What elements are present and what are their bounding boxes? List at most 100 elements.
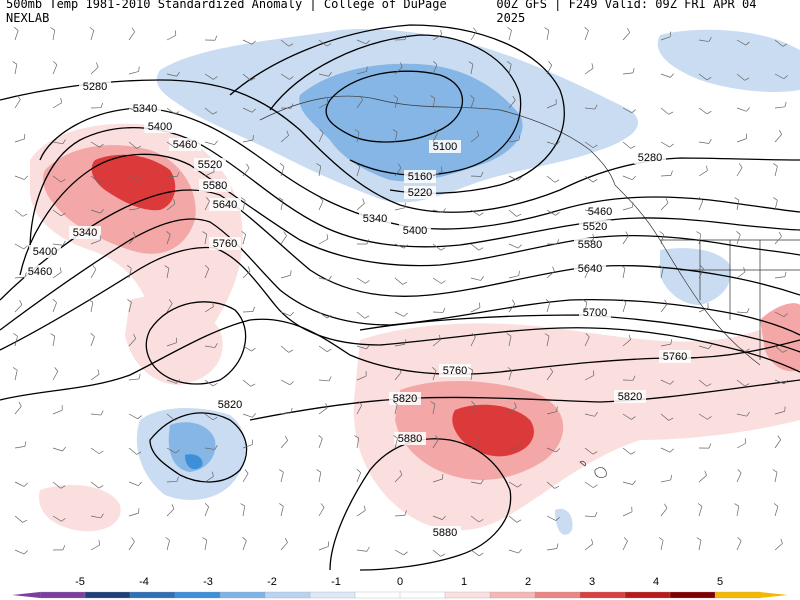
- wind-barb-flag: [328, 376, 332, 382]
- wind-barb: [584, 336, 590, 347]
- legend-color-swatch: [489, 591, 536, 599]
- contour-5700-loop: [145, 301, 247, 385]
- wind-barb-flag: [62, 240, 66, 246]
- wind-barb: [394, 549, 404, 556]
- wind-barb: [584, 141, 594, 149]
- wind-barb-flag: [591, 63, 594, 69]
- wind-barb-flag: [545, 299, 551, 303]
- wind-barb: [128, 512, 139, 517]
- wind-barb-flag: [279, 163, 285, 167]
- wind-barb: [660, 479, 671, 483]
- wind-barb: [52, 64, 58, 75]
- wind-barb: [736, 138, 747, 143]
- wind-barb: [660, 141, 670, 148]
- wind-barb-flag: [593, 370, 595, 376]
- wind-barb-flag: [670, 73, 674, 78]
- contour-label: 5340: [73, 227, 97, 239]
- wind-barb-flag: [468, 367, 473, 371]
- wind-barb-flag: [632, 175, 636, 180]
- wind-barb: [90, 175, 99, 183]
- wind-barb-flag: [556, 140, 560, 146]
- wind-barb-flag: [366, 66, 368, 72]
- wind-barb: [52, 30, 56, 41]
- wind-barb-flag: [518, 270, 520, 276]
- wind-barb: [546, 411, 557, 415]
- wind-barb: [508, 515, 517, 523]
- cold-anomaly-northeast: [657, 29, 800, 92]
- wind-barb: [204, 476, 214, 483]
- wind-barb-flag: [136, 145, 142, 149]
- legend-color-swatch: [579, 591, 626, 599]
- wind-barb: [470, 175, 482, 177]
- wind-barb: [660, 507, 668, 517]
- wind-barb-flag: [97, 369, 100, 375]
- wind-barb-flag: [24, 175, 28, 180]
- wind-barb-flag: [283, 231, 287, 236]
- wind-barb: [204, 200, 210, 211]
- wind-barb: [242, 540, 247, 551]
- contour-label: 5460: [173, 139, 197, 151]
- legend-color-swatch: [174, 591, 221, 599]
- wind-barb-flag: [430, 95, 435, 99]
- wind-barb: [318, 546, 329, 551]
- contour-label: 5400: [403, 225, 427, 237]
- wind-barb-flag: [698, 197, 703, 201]
- wind-barb-flag: [90, 333, 95, 337]
- wind-barb-flag: [132, 231, 136, 237]
- wind-barb: [584, 515, 596, 518]
- wind-barb: [356, 375, 367, 381]
- wind-barb-flag: [22, 519, 28, 523]
- wind-barb: [584, 413, 595, 417]
- wind-barb-flag: [319, 129, 324, 134]
- wind-barb-flag: [665, 198, 669, 204]
- contour-label: 5580: [203, 180, 227, 192]
- wind-barb: [660, 413, 669, 421]
- legend-tick-label: -1: [331, 576, 341, 588]
- wind-barb-flag: [214, 343, 218, 348]
- wind-barb: [508, 243, 519, 249]
- wind-barb: [204, 73, 214, 80]
- wind-barb: [622, 206, 633, 211]
- wind-barb: [128, 268, 132, 279]
- contour-label-bg: [194, 158, 226, 171]
- wind-barb: [622, 235, 629, 245]
- wind-barb-flag: [706, 383, 712, 387]
- wind-barb: [736, 39, 746, 46]
- contour-labels: 5100 5160 5220 5280 5280 5340 5340 5340 5400 5400…: [24, 80, 691, 539]
- wind-barb: [52, 175, 62, 183]
- wind-barb-flag: [319, 197, 324, 202]
- warm-anomaly-central-core: [452, 404, 534, 457]
- wind-barb-flag: [441, 280, 446, 284]
- wind-barb-flag: [659, 231, 664, 235]
- wind-barb: [698, 413, 708, 420]
- wind-barb: [660, 36, 671, 41]
- contour-5820: [149, 379, 800, 483]
- wind-barb: [318, 407, 328, 415]
- wind-barb-flag: [356, 469, 361, 473]
- contour-label: 5640: [213, 199, 237, 211]
- wind-barb-flag: [62, 545, 66, 550]
- wind-barb: [736, 234, 741, 245]
- wind-barb: [280, 472, 284, 483]
- wind-barb-flag: [773, 503, 779, 507]
- wind-barb: [52, 141, 63, 145]
- cold-anomaly-south-max: [185, 454, 203, 470]
- wind-barb: [90, 515, 101, 519]
- wind-barb-flag: [284, 537, 288, 543]
- wind-barb: [432, 64, 438, 75]
- legend-color-swatch: [399, 591, 446, 599]
- wind-barb-flag: [471, 333, 476, 338]
- contour-label-bg: [574, 238, 606, 251]
- wind-barb: [432, 478, 443, 483]
- wind-barb-flag: [52, 299, 57, 303]
- wind-barb: [166, 379, 177, 384]
- wind-barb: [242, 39, 253, 45]
- wind-barb: [584, 107, 595, 110]
- wind-barb-flag: [358, 401, 363, 406]
- warm-anomaly-west: [125, 296, 223, 385]
- wind-barb: [166, 234, 171, 245]
- contour-label: 5580: [578, 239, 602, 251]
- contour-label: 5880: [433, 527, 457, 539]
- wind-barb: [774, 411, 785, 415]
